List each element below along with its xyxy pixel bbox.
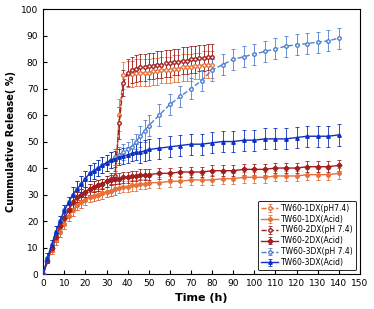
Legend: TW60-1DX(pH7.4), TW60-1DX(Acid), TW60-2DX(pH 7.4), TW60-2DX(Acid), TW60-3DX(pH 7: TW60-1DX(pH7.4), TW60-1DX(Acid), TW60-2D… xyxy=(258,201,356,270)
X-axis label: Time (h): Time (h) xyxy=(175,294,228,303)
Y-axis label: Cummulative Release( %): Cummulative Release( %) xyxy=(6,71,16,212)
